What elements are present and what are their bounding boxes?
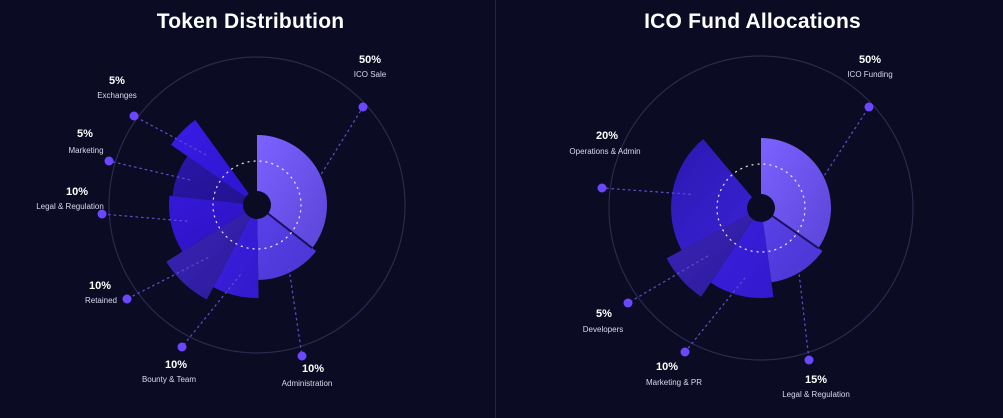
chart-outer-ring [608, 55, 914, 361]
slice-percent-marketing-and-pr: 10% [656, 361, 678, 373]
leader-line-developers [627, 255, 709, 304]
slice-label-legal-and-regulation: Legal & Regulation [782, 390, 850, 399]
pie-slice-marketing-and-pr [710, 208, 774, 298]
leader-line-administration [288, 268, 303, 357]
slice-label-retained: Retained [85, 296, 117, 305]
slice-label-ico-funding: ICO Funding [847, 70, 892, 79]
token-distribution-chart: 50% ICO Sale 10% Administration 10% Bounty & … [36, 54, 406, 388]
slice-percent-ico-sale: 50% [359, 54, 381, 66]
marker-dot-legal-and-regulation [97, 209, 107, 219]
pie-slice-legal-and-regulation [761, 208, 823, 283]
slice-percent-legal-and-regulation: 15% [805, 374, 827, 386]
marker-dot-administration [297, 351, 307, 361]
pie-slice-retained [166, 205, 257, 300]
pie-slice-operations-and-admin [671, 139, 761, 251]
marker-dot-developers [623, 298, 633, 308]
marker-dot-bounty-and-team [177, 342, 187, 352]
inner-dotted-circle [212, 160, 302, 250]
marker-dot-operations-and-admin [597, 183, 607, 193]
slice-label-legal-and-regulation: Legal & Regulation [36, 202, 104, 211]
marker-dot-marketing-and-pr [680, 347, 690, 357]
slice-label-developers: Developers [583, 325, 623, 334]
leader-line-retained [126, 257, 209, 300]
slice-percent-exchanges: 5% [109, 75, 125, 87]
token-distribution-panel: Token Distribution 50% ICO Sale 10% Adminis… [0, 0, 501, 418]
slice-percent-developers: 5% [596, 308, 612, 320]
slice-percent-ico-funding: 50% [859, 54, 881, 66]
ico-fund-allocations-panel: ICO Fund Allocations 50% ICO Funding 15% Le… [502, 0, 1003, 418]
slice-percent-legal-and-regulation: 10% [66, 186, 88, 198]
marker-dot-retained [122, 294, 132, 304]
marker-dot-legal-and-regulation [804, 355, 814, 365]
leader-line-bounty-and-team [181, 274, 241, 348]
chart-title-ico-fund-allocations: ICO Fund Allocations [644, 10, 861, 33]
pie-center-hole [747, 194, 775, 222]
marker-dot-ico-funding [864, 102, 874, 112]
leader-line-marketing [108, 160, 191, 181]
pie-slice-ico-sale [257, 135, 328, 249]
panel-divider [495, 0, 496, 418]
pie-slice-ico-funding [761, 138, 831, 249]
slice-label-marketing: Marketing [68, 146, 103, 155]
slice-label-operations-and-admin: Operations & Admin [569, 147, 640, 156]
marker-dot-ico-sale [358, 102, 368, 112]
slice-percent-operations-and-admin: 20% [596, 130, 618, 142]
slice-label-marketing-and-pr: Marketing & PR [646, 378, 702, 387]
pie-slices [166, 120, 328, 300]
slice-percent-administration: 10% [302, 363, 324, 375]
chart-outer-ring [108, 56, 406, 354]
leader-line-exchanges [133, 115, 207, 156]
ico-fund-allocations-chart: 50% ICO Funding 15% Legal & Regulation 10% Ma… [569, 54, 914, 399]
slice-label-bounty-and-team: Bounty & Team [142, 375, 196, 384]
pie-slices [666, 138, 831, 298]
pie-slice-marketing [172, 156, 257, 205]
marker-dot-exchanges [129, 111, 139, 121]
pie-slice-developers [666, 208, 761, 297]
slice-label-ico-sale: ICO Sale [354, 70, 387, 79]
slice-percent-bounty-and-team: 10% [165, 359, 187, 371]
leader-line-operations-and-admin [601, 187, 691, 195]
chart-title-token-distribution: Token Distribution [156, 10, 345, 33]
slice-label-exchanges: Exchanges [97, 91, 137, 100]
inner-dotted-circle [716, 163, 806, 253]
pie-slice-legal-and-regulation [169, 195, 257, 252]
leader-line-legal-and-regulation [797, 268, 810, 361]
slice-percent-retained: 10% [89, 280, 111, 292]
leader-line-ico-sale [321, 106, 364, 175]
pie-center-hole [243, 191, 271, 219]
slice-label-administration: Administration [282, 379, 333, 388]
slice-percent-marketing: 5% [77, 128, 93, 140]
pie-slice-bounty-and-team [213, 205, 259, 298]
leader-line-ico-funding [824, 106, 870, 176]
pie-slice-exchanges [170, 120, 257, 205]
leader-line-legal-and-regulation [101, 213, 188, 222]
pie-slice-administration [257, 205, 317, 280]
marker-dot-marketing [104, 156, 114, 166]
